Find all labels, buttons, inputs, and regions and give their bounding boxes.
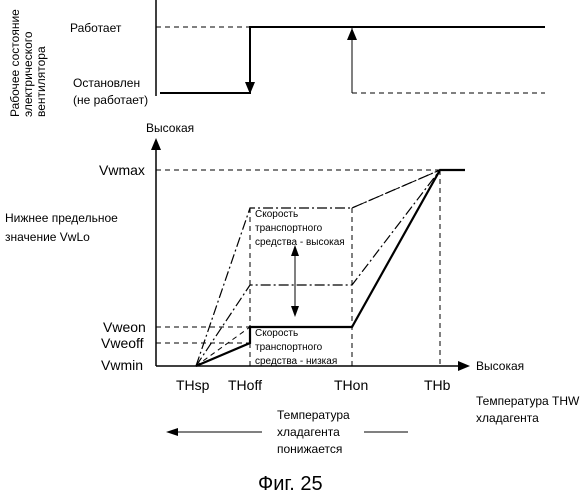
lower-limit-label: Нижнее предельное xyxy=(5,211,118,225)
x-axis-arrowhead xyxy=(458,361,470,371)
vwmax-label: Vwmax xyxy=(99,162,145,178)
temp-falls-arrowhead xyxy=(166,428,178,436)
fan-state-off-label-2: (не работает) xyxy=(73,93,148,107)
speed-range-arrow-down xyxy=(291,306,299,317)
temp-falls-label: Температура xyxy=(277,408,350,422)
y-axis-arrowhead xyxy=(151,138,161,150)
thb-label: THb xyxy=(424,377,451,393)
thsp-label: THsp xyxy=(176,377,210,393)
vwmin-label: Vwmin xyxy=(101,357,143,373)
temp-falls-label-3: понижается xyxy=(277,442,342,456)
y-axis-high-label: Высокая xyxy=(146,121,194,135)
thon-label: THon xyxy=(334,377,368,393)
x-title: Температура THW xyxy=(476,394,580,408)
speed-panel: Vwmax Vweon Vweoff Vwmin THsp THoff THon… xyxy=(5,121,580,456)
vweon-label: Vweon xyxy=(103,319,146,335)
fan-start-arrowhead xyxy=(347,28,357,40)
vweoff-label: Vweoff xyxy=(101,335,144,351)
x-title-2: хладагента xyxy=(476,411,539,425)
fan-state-panel: Работает Остановлен (не работает) Рабоче… xyxy=(8,0,545,117)
fan-ylabel-line-1: Рабочее состояние xyxy=(8,9,22,117)
fan-state-on-label: Работает xyxy=(70,21,122,35)
curve-speed-high xyxy=(196,170,440,366)
thoff-label: THoff xyxy=(228,377,262,393)
fan-ylabel-line-3: вентилятора xyxy=(34,46,48,117)
x-axis-high-label: Высокая xyxy=(476,359,524,373)
temp-falls-label-2: хладагента xyxy=(277,425,340,439)
fan-state-off-label: Остановлен xyxy=(73,76,140,90)
speed-low-label-3: средства - низкая xyxy=(255,356,337,367)
curve-speed-mid xyxy=(196,170,440,366)
speed-low-label-2: транспортного xyxy=(255,342,323,353)
fan-ylabel-line-2: электрического xyxy=(21,31,35,117)
speed-low-label: Скорость xyxy=(255,328,298,339)
speed-high-label-2: транспортного xyxy=(255,223,323,234)
fan-state-ylabel: Рабочее состояние электрического вентиля… xyxy=(8,9,48,117)
speed-high-label-3: средства - высокая xyxy=(255,237,345,248)
speed-high-label: Скорость xyxy=(255,209,298,220)
lower-limit-label-2: значение VwLo xyxy=(5,230,90,244)
figure-caption: Фиг. 25 xyxy=(258,473,323,495)
